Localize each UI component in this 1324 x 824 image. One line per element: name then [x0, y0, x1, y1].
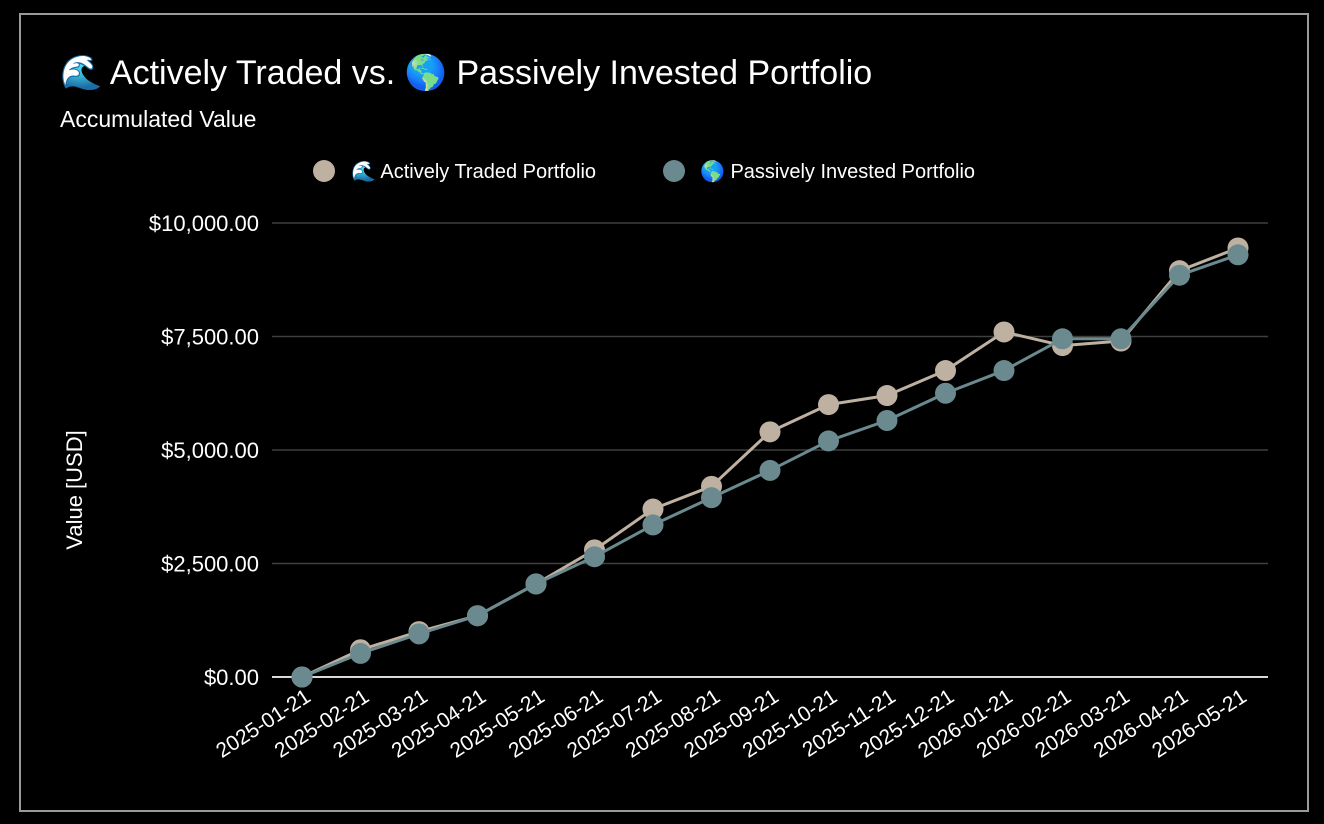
data-point-series-1[interactable]	[993, 360, 1015, 382]
data-point-series-1[interactable]	[1052, 328, 1073, 350]
y-tick-label: $5,000.00	[161, 438, 259, 463]
series-layer	[291, 237, 1249, 688]
data-point-series-0[interactable]	[759, 421, 781, 443]
data-point-series-1[interactable]	[701, 487, 722, 509]
legend-marker-series-0	[313, 160, 335, 182]
data-point-series-0[interactable]	[642, 498, 664, 520]
data-point-series-1[interactable]	[818, 430, 839, 452]
y-tick-label: $7,500.00	[161, 325, 259, 350]
gridlines	[272, 222, 1268, 678]
x-axis-ticks: 2025-01-212025-02-212025-03-212025-04-21…	[212, 685, 1251, 763]
data-point-series-1[interactable]	[291, 666, 313, 688]
data-point-series-0[interactable]	[935, 360, 956, 382]
data-point-series-0[interactable]	[993, 321, 1015, 343]
y-tick-label: $2,500.00	[161, 552, 259, 577]
chart-subtitle: Accumulated Value	[60, 106, 256, 132]
data-point-series-1[interactable]	[642, 514, 664, 536]
legend-label-series-1[interactable]: 🌎 Passively Invested Portfolio	[700, 159, 975, 183]
data-point-series-1[interactable]	[1110, 328, 1132, 350]
data-point-series-1[interactable]	[935, 382, 956, 404]
data-point-series-1[interactable]	[467, 605, 488, 627]
legend-marker-series-1	[663, 160, 685, 182]
y-axis-label: Value [USD]	[62, 430, 87, 549]
data-point-series-1[interactable]	[350, 642, 371, 664]
legend: 🌊 Actively Traded Portfolio 🌎 Passively …	[313, 159, 975, 183]
chart-frame	[19, 13, 1309, 812]
data-point-series-0[interactable]	[818, 394, 839, 416]
data-point-series-1[interactable]	[408, 623, 430, 645]
data-point-series-1[interactable]	[525, 573, 547, 595]
y-tick-label: $0.00	[204, 665, 259, 690]
data-point-series-1[interactable]	[876, 409, 898, 431]
data-point-series-1[interactable]	[759, 459, 781, 481]
data-point-series-1[interactable]	[1227, 244, 1249, 266]
data-point-series-1[interactable]	[584, 546, 605, 568]
y-tick-label: $10,000.00	[149, 211, 259, 236]
data-point-series-0[interactable]	[876, 385, 898, 407]
series-1	[291, 244, 1249, 688]
legend-label-series-0[interactable]: 🌊 Actively Traded Portfolio	[351, 159, 596, 183]
chart-title: 🌊 Actively Traded vs. 🌎 Passively Invest…	[60, 53, 872, 92]
y-axis-ticks: $0.00 $2,500.00 $5,000.00 $7,500.00 $10,000.…	[149, 211, 259, 690]
data-point-series-1[interactable]	[1169, 264, 1190, 286]
